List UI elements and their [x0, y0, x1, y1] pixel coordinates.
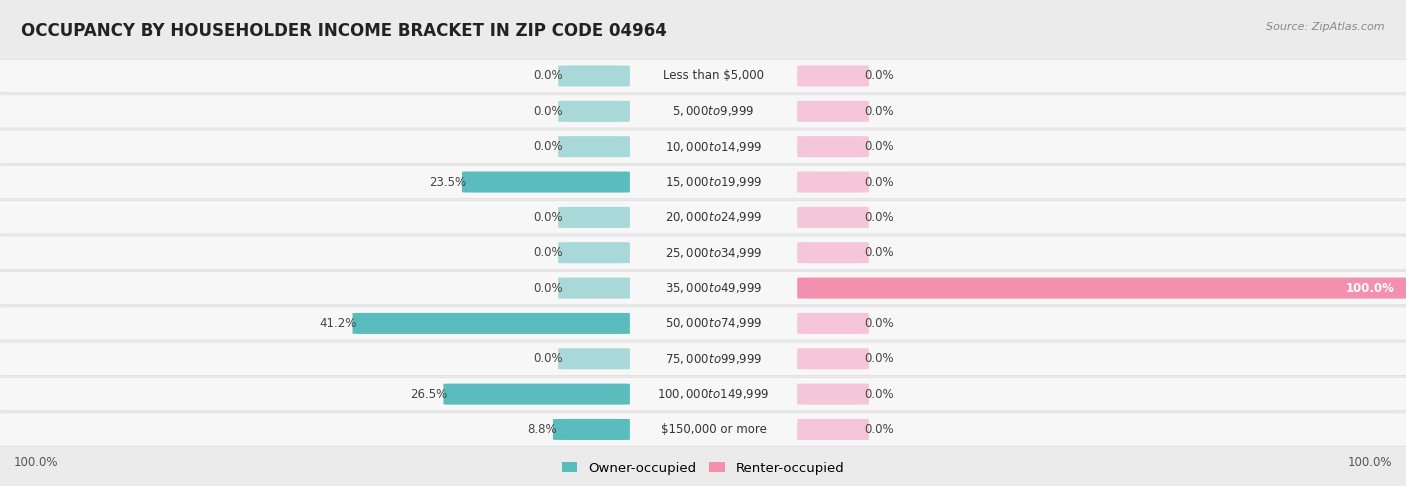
Text: 0.0%: 0.0%: [533, 69, 562, 83]
Text: Less than $5,000: Less than $5,000: [664, 69, 763, 83]
Text: $20,000 to $24,999: $20,000 to $24,999: [665, 210, 762, 225]
Text: 41.2%: 41.2%: [319, 317, 357, 330]
FancyBboxPatch shape: [558, 278, 630, 298]
Text: 23.5%: 23.5%: [429, 175, 467, 189]
Text: 100.0%: 100.0%: [14, 456, 59, 469]
Text: 0.0%: 0.0%: [533, 352, 562, 365]
FancyBboxPatch shape: [553, 419, 630, 440]
FancyBboxPatch shape: [0, 165, 1406, 199]
Text: $10,000 to $14,999: $10,000 to $14,999: [665, 139, 762, 154]
FancyBboxPatch shape: [558, 348, 630, 369]
Text: 0.0%: 0.0%: [865, 423, 894, 436]
Text: 0.0%: 0.0%: [533, 211, 562, 224]
Text: 0.0%: 0.0%: [533, 105, 562, 118]
FancyBboxPatch shape: [797, 419, 869, 440]
FancyBboxPatch shape: [558, 66, 630, 87]
FancyBboxPatch shape: [0, 130, 1406, 163]
FancyBboxPatch shape: [797, 383, 869, 405]
FancyBboxPatch shape: [558, 242, 630, 263]
Legend: Owner-occupied, Renter-occupied: Owner-occupied, Renter-occupied: [561, 462, 845, 474]
Text: 26.5%: 26.5%: [411, 388, 447, 400]
Text: 100.0%: 100.0%: [1346, 281, 1395, 295]
FancyBboxPatch shape: [0, 201, 1406, 234]
Text: 0.0%: 0.0%: [865, 69, 894, 83]
FancyBboxPatch shape: [0, 236, 1406, 269]
FancyBboxPatch shape: [558, 101, 630, 122]
FancyBboxPatch shape: [797, 66, 869, 87]
Text: 0.0%: 0.0%: [865, 352, 894, 365]
FancyBboxPatch shape: [797, 136, 869, 157]
FancyBboxPatch shape: [443, 383, 630, 405]
Text: Source: ZipAtlas.com: Source: ZipAtlas.com: [1267, 22, 1385, 32]
Text: $150,000 or more: $150,000 or more: [661, 423, 766, 436]
FancyBboxPatch shape: [797, 172, 869, 192]
Text: 0.0%: 0.0%: [533, 140, 562, 153]
Text: 8.8%: 8.8%: [527, 423, 557, 436]
Text: 0.0%: 0.0%: [865, 175, 894, 189]
Text: 0.0%: 0.0%: [865, 317, 894, 330]
Text: 100.0%: 100.0%: [1347, 456, 1392, 469]
FancyBboxPatch shape: [0, 307, 1406, 340]
Text: 0.0%: 0.0%: [865, 211, 894, 224]
FancyBboxPatch shape: [463, 172, 630, 192]
Text: OCCUPANCY BY HOUSEHOLDER INCOME BRACKET IN ZIP CODE 04964: OCCUPANCY BY HOUSEHOLDER INCOME BRACKET …: [21, 22, 666, 40]
Text: 0.0%: 0.0%: [865, 140, 894, 153]
FancyBboxPatch shape: [0, 59, 1406, 93]
Text: 0.0%: 0.0%: [865, 388, 894, 400]
Text: $75,000 to $99,999: $75,000 to $99,999: [665, 352, 762, 366]
FancyBboxPatch shape: [353, 313, 630, 334]
Text: 0.0%: 0.0%: [533, 246, 562, 259]
FancyBboxPatch shape: [797, 278, 1406, 298]
Text: $15,000 to $19,999: $15,000 to $19,999: [665, 175, 762, 189]
Text: $25,000 to $34,999: $25,000 to $34,999: [665, 246, 762, 260]
FancyBboxPatch shape: [558, 136, 630, 157]
FancyBboxPatch shape: [0, 413, 1406, 446]
Text: 0.0%: 0.0%: [533, 281, 562, 295]
FancyBboxPatch shape: [558, 207, 630, 228]
FancyBboxPatch shape: [797, 101, 869, 122]
Text: $100,000 to $149,999: $100,000 to $149,999: [658, 387, 769, 401]
FancyBboxPatch shape: [797, 207, 869, 228]
FancyBboxPatch shape: [797, 348, 869, 369]
FancyBboxPatch shape: [797, 242, 869, 263]
Text: 0.0%: 0.0%: [865, 105, 894, 118]
FancyBboxPatch shape: [0, 342, 1406, 375]
FancyBboxPatch shape: [0, 95, 1406, 128]
FancyBboxPatch shape: [0, 378, 1406, 411]
Text: $35,000 to $49,999: $35,000 to $49,999: [665, 281, 762, 295]
Text: 0.0%: 0.0%: [865, 246, 894, 259]
Text: $50,000 to $74,999: $50,000 to $74,999: [665, 316, 762, 330]
Text: $5,000 to $9,999: $5,000 to $9,999: [672, 104, 755, 118]
FancyBboxPatch shape: [797, 313, 869, 334]
FancyBboxPatch shape: [0, 272, 1406, 305]
